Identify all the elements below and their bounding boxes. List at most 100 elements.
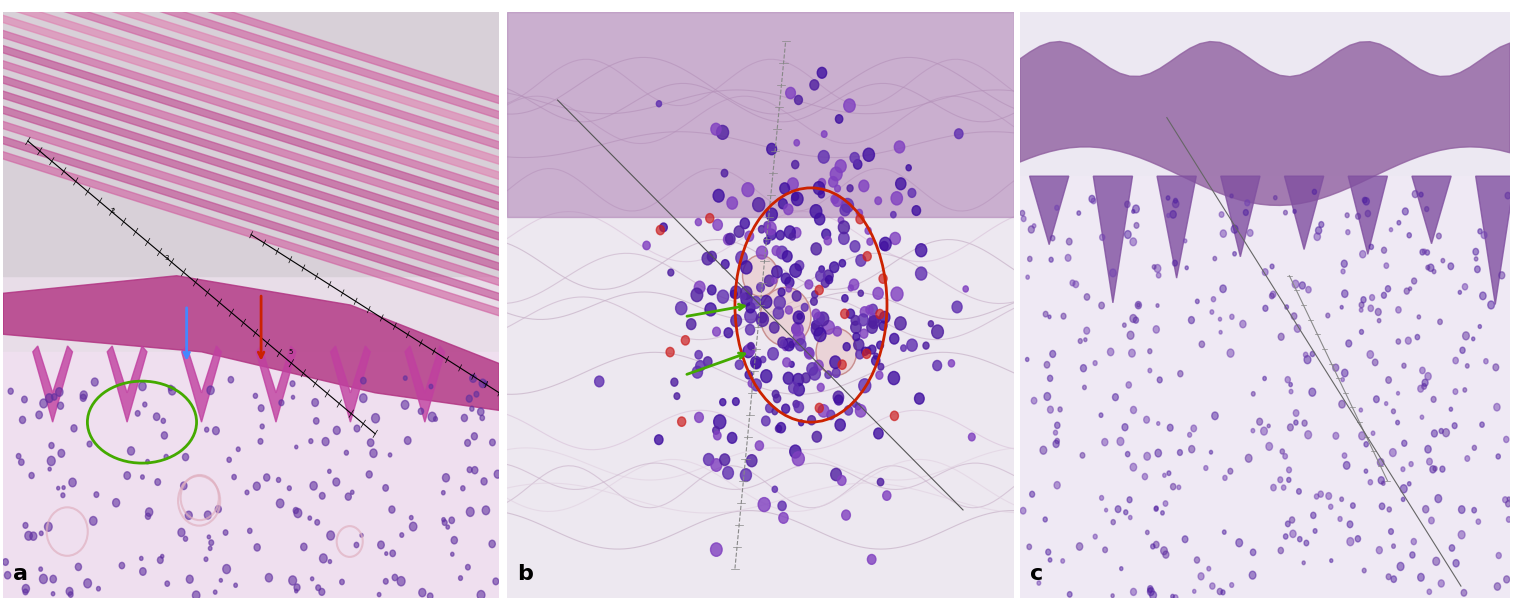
Circle shape — [746, 454, 756, 467]
Circle shape — [1136, 303, 1141, 307]
Circle shape — [1342, 290, 1348, 298]
Circle shape — [354, 425, 360, 432]
Text: c: c — [1029, 564, 1042, 584]
Circle shape — [410, 515, 413, 520]
Circle shape — [861, 307, 868, 317]
Circle shape — [1049, 257, 1053, 262]
Circle shape — [1312, 189, 1316, 195]
Circle shape — [1345, 230, 1350, 235]
Circle shape — [461, 414, 468, 422]
Circle shape — [1404, 288, 1409, 294]
Circle shape — [1433, 270, 1436, 274]
Circle shape — [1495, 583, 1501, 590]
Circle shape — [1278, 547, 1283, 554]
Circle shape — [873, 316, 879, 323]
Circle shape — [1422, 249, 1427, 254]
Circle shape — [351, 490, 354, 494]
Circle shape — [1280, 449, 1285, 454]
Circle shape — [867, 554, 876, 564]
Circle shape — [861, 347, 868, 356]
Circle shape — [819, 404, 829, 417]
Circle shape — [1053, 440, 1059, 448]
Circle shape — [61, 493, 65, 498]
Circle shape — [1396, 339, 1401, 344]
Circle shape — [1021, 216, 1026, 221]
Circle shape — [1153, 265, 1156, 269]
Circle shape — [1437, 319, 1442, 325]
Circle shape — [1325, 492, 1331, 500]
Circle shape — [819, 179, 826, 187]
Circle shape — [875, 197, 882, 204]
Circle shape — [322, 437, 328, 446]
Circle shape — [778, 501, 787, 511]
Circle shape — [1443, 429, 1449, 437]
Circle shape — [1219, 212, 1224, 217]
Circle shape — [793, 311, 805, 324]
Circle shape — [1129, 515, 1132, 520]
Circle shape — [124, 472, 130, 479]
Circle shape — [1204, 465, 1207, 470]
Circle shape — [855, 403, 861, 410]
Circle shape — [1212, 296, 1215, 302]
Circle shape — [328, 559, 331, 564]
Circle shape — [180, 482, 188, 490]
Circle shape — [1123, 323, 1126, 328]
Circle shape — [1401, 440, 1407, 447]
Circle shape — [746, 325, 755, 335]
Circle shape — [805, 348, 814, 359]
Circle shape — [163, 454, 168, 459]
Circle shape — [309, 516, 312, 520]
Circle shape — [253, 482, 260, 490]
Circle shape — [811, 322, 823, 336]
Circle shape — [873, 353, 879, 359]
Circle shape — [428, 412, 436, 422]
Circle shape — [741, 286, 752, 300]
Circle shape — [1171, 594, 1174, 598]
Circle shape — [1425, 207, 1428, 212]
Circle shape — [726, 197, 737, 209]
Circle shape — [312, 398, 318, 406]
Circle shape — [434, 417, 437, 422]
Circle shape — [466, 395, 472, 402]
Bar — [0, 21, 549, 210]
Text: 5: 5 — [289, 349, 294, 355]
Circle shape — [832, 368, 840, 378]
Circle shape — [1418, 385, 1424, 392]
Circle shape — [469, 406, 474, 411]
Circle shape — [345, 450, 348, 455]
Circle shape — [1342, 453, 1347, 458]
Circle shape — [785, 87, 796, 99]
Circle shape — [1229, 468, 1233, 474]
Circle shape — [127, 447, 135, 455]
Circle shape — [23, 523, 27, 528]
Circle shape — [389, 453, 392, 457]
Circle shape — [1359, 408, 1363, 412]
Circle shape — [595, 376, 604, 387]
Circle shape — [840, 259, 846, 267]
Circle shape — [215, 506, 221, 512]
Circle shape — [781, 340, 787, 346]
Circle shape — [879, 274, 887, 283]
Circle shape — [1130, 238, 1136, 246]
Circle shape — [1070, 280, 1074, 286]
Circle shape — [56, 388, 64, 396]
Circle shape — [817, 312, 829, 326]
Circle shape — [812, 291, 819, 298]
Circle shape — [57, 402, 64, 409]
Circle shape — [1189, 445, 1195, 453]
Circle shape — [97, 586, 100, 591]
Circle shape — [1050, 235, 1055, 241]
Circle shape — [1268, 424, 1271, 428]
Circle shape — [676, 302, 687, 315]
Circle shape — [468, 467, 472, 473]
Circle shape — [1157, 422, 1160, 425]
Circle shape — [1100, 495, 1103, 500]
Circle shape — [758, 498, 770, 512]
Circle shape — [835, 185, 840, 192]
Circle shape — [1144, 453, 1150, 460]
Circle shape — [1472, 508, 1477, 513]
Circle shape — [1288, 424, 1294, 431]
Circle shape — [1341, 260, 1347, 267]
Circle shape — [1496, 454, 1501, 459]
Circle shape — [1154, 506, 1157, 511]
